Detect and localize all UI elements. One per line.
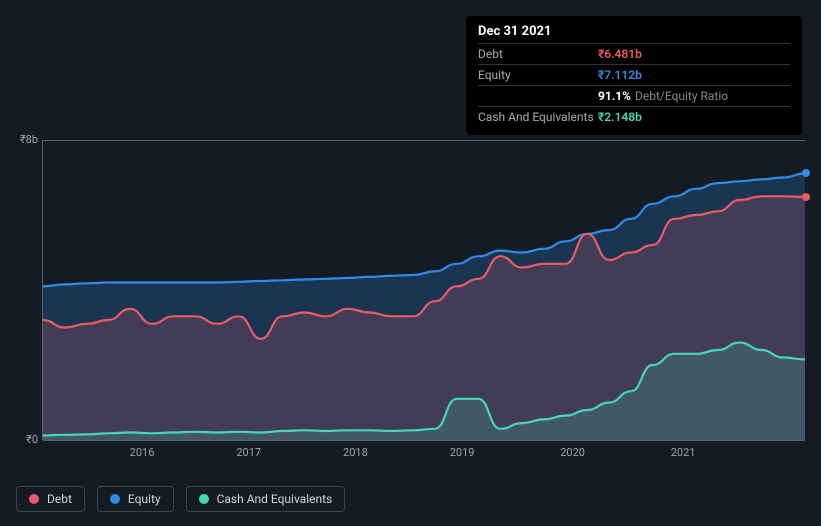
y-axis-tick: ₹0 [8,433,38,446]
tooltip-row: Debt₹6.481b [478,43,790,64]
tooltip-date: Dec 31 2021 [478,24,790,39]
hover-tooltip: Dec 31 2021 Debt₹6.481bEquity₹7.112b91.1… [466,16,802,135]
chart-legend: Debt Equity Cash And Equivalents [16,486,345,512]
x-axis-tick: 2020 [560,446,585,459]
x-axis-tick: 2017 [236,446,261,459]
tooltip-row: Equity₹7.112b [478,64,790,85]
x-axis-tick: 2021 [671,446,696,459]
plot-area[interactable]: 201620172018201920202021 [42,140,805,440]
tooltip-row: 91.1%Debt/Equity Ratio [478,85,790,106]
debt-end-marker [802,193,810,201]
tooltip-row-label: Equity [478,68,598,82]
legend-item-cash[interactable]: Cash And Equivalents [186,486,346,512]
legend-item-equity[interactable]: Equity [97,486,174,512]
debt-swatch [29,494,39,504]
x-axis-tick: 2019 [450,446,475,459]
chart-svg [43,140,805,440]
gridline [43,440,805,441]
cash-swatch [199,494,209,504]
y-axis-tick: ₹8b [8,133,38,146]
debt-equity-chart: ₹8b₹0 201620172018201920202021 [16,120,805,440]
x-axis-tick: 2018 [343,446,368,459]
gridline [43,140,805,141]
tooltip-ratio: 91.1%Debt/Equity Ratio [598,89,728,103]
legend-label: Equity [128,492,161,506]
equity-end-marker [802,169,810,177]
tooltip-row-label [478,89,598,103]
equity-swatch [110,494,120,504]
tooltip-row-label: Debt [478,47,598,61]
legend-label: Cash And Equivalents [217,492,333,506]
x-axis-tick: 2016 [130,446,155,459]
legend-label: Debt [47,492,72,506]
tooltip-row-value: ₹6.481b [598,47,642,61]
legend-item-debt[interactable]: Debt [16,486,85,512]
tooltip-row-value: ₹7.112b [598,68,642,82]
